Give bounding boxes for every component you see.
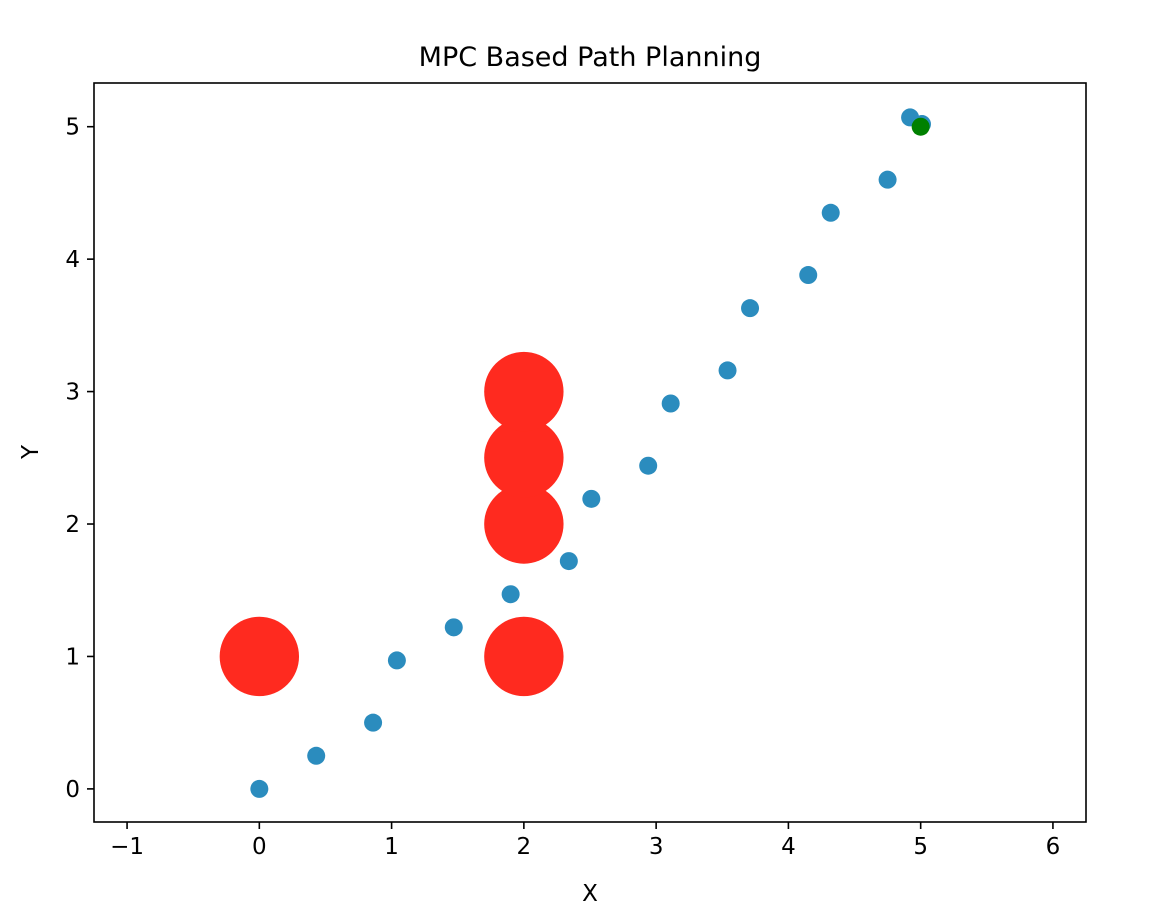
path-point [250,779,269,798]
x-tick-label: 4 [781,834,796,860]
path-point [878,170,897,189]
path-point [364,713,383,732]
x-axis-label: X [582,881,598,907]
x-tick-label: 3 [649,834,664,860]
path-point [387,651,406,670]
x-tick-label: 0 [252,834,267,860]
y-tick-label: 2 [65,512,80,538]
obstacle-circle [484,418,564,498]
obstacle-circle [484,484,564,564]
path-point [741,299,760,318]
path-point [821,203,840,222]
chart-title: MPC Based Path Planning [419,42,762,73]
path-point [501,585,520,604]
x-tick-label: −1 [110,834,144,860]
path-point [661,394,680,413]
path-point [639,456,658,475]
path-point [307,746,326,765]
path-point [799,266,818,285]
x-tick-label: 2 [517,834,532,860]
path-point [718,361,737,380]
goal-point [911,117,930,136]
y-tick-label: 4 [65,247,80,273]
obstacle-circle [219,616,300,697]
obstacle-circle [484,351,564,432]
y-axis: 0 1 2 3 4 5 [65,115,94,803]
x-tick-label: 1 [384,834,399,860]
y-axis-label: Y [18,444,44,460]
data-marks [219,108,931,798]
x-tick-label: 5 [913,834,928,860]
x-axis: −1 0 1 2 3 4 5 6 [110,822,1060,860]
plot-frame [93,82,1087,823]
path-point [444,618,463,637]
path-point [559,552,578,571]
y-tick-label: 5 [65,115,80,141]
x-tick-label: 6 [1046,834,1061,860]
y-tick-label: 1 [65,644,80,670]
path-point [582,489,601,508]
obstacle-circle [484,616,564,697]
y-tick-label: 3 [65,380,80,406]
y-tick-label: 0 [65,777,80,803]
